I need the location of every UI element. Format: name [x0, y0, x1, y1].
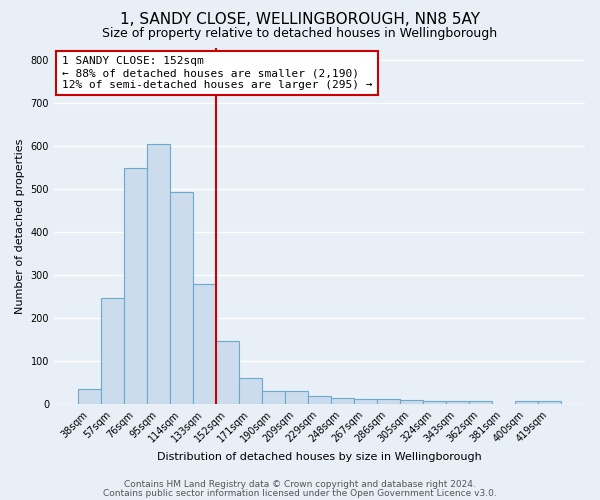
X-axis label: Distribution of detached houses by size in Wellingborough: Distribution of detached houses by size … — [157, 452, 482, 462]
Text: Contains public sector information licensed under the Open Government Licence v3: Contains public sector information licen… — [103, 488, 497, 498]
Text: 1 SANDY CLOSE: 152sqm
← 88% of detached houses are smaller (2,190)
12% of semi-d: 1 SANDY CLOSE: 152sqm ← 88% of detached … — [62, 56, 373, 90]
Bar — [170, 192, 193, 404]
Bar — [423, 401, 446, 404]
Bar — [515, 401, 538, 404]
Bar — [308, 396, 331, 404]
Bar — [331, 398, 354, 404]
Bar — [193, 284, 216, 405]
Bar — [538, 401, 561, 404]
Bar — [446, 401, 469, 404]
Bar — [216, 341, 239, 404]
Bar — [101, 298, 124, 405]
Bar — [239, 378, 262, 404]
Bar — [78, 390, 101, 404]
Y-axis label: Number of detached properties: Number of detached properties — [15, 138, 25, 314]
Bar — [262, 390, 285, 404]
Bar — [400, 400, 423, 404]
Bar — [285, 392, 308, 404]
Text: 1, SANDY CLOSE, WELLINGBOROUGH, NN8 5AY: 1, SANDY CLOSE, WELLINGBOROUGH, NN8 5AY — [120, 12, 480, 28]
Bar — [377, 399, 400, 404]
Bar — [469, 401, 492, 404]
Bar — [354, 399, 377, 404]
Text: Contains HM Land Registry data © Crown copyright and database right 2024.: Contains HM Land Registry data © Crown c… — [124, 480, 476, 489]
Bar — [147, 144, 170, 405]
Text: Size of property relative to detached houses in Wellingborough: Size of property relative to detached ho… — [103, 28, 497, 40]
Bar — [124, 168, 147, 404]
